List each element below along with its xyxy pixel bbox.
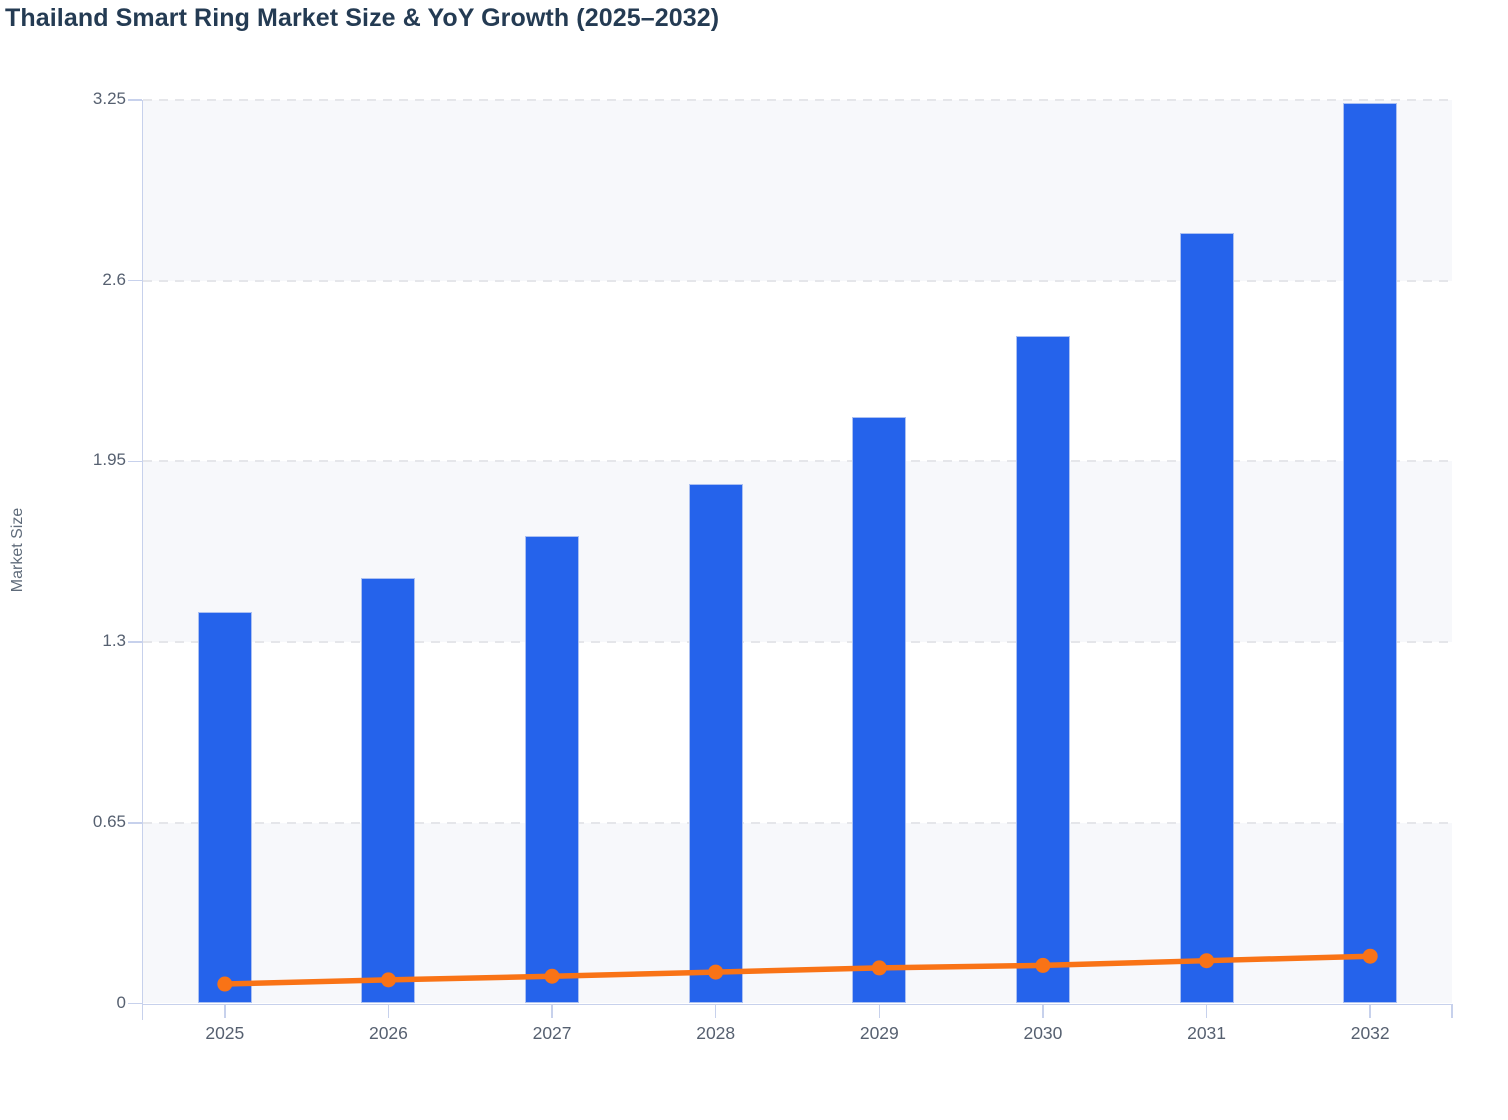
y-tick-label: 0.65 <box>92 811 126 831</box>
x-tick-label: 2028 <box>696 1022 736 1043</box>
y-axis-title: Market Size <box>9 507 26 593</box>
x-tick-mark <box>1369 1003 1371 1018</box>
x-tick-mark <box>224 1003 226 1018</box>
x-tick-mark <box>387 1003 390 1018</box>
y-tick-label: 1.3 <box>102 631 126 651</box>
x-tick-mark <box>714 1003 717 1018</box>
x-tick-mark <box>1205 1003 1208 1018</box>
y-tick-mark <box>128 460 142 463</box>
x-axis-line <box>143 1003 1452 1005</box>
bar-2028 <box>688 483 743 1004</box>
x-tick-label: 2030 <box>1023 1022 1063 1043</box>
chart-title: Thailand Smart Ring Market Size & YoY Gr… <box>5 4 720 32</box>
x-tick-label: 2026 <box>368 1022 408 1043</box>
plot-band <box>143 100 1452 281</box>
y-tick-mark <box>128 822 142 824</box>
y-tick-label: 2.6 <box>102 269 126 289</box>
y-gridline <box>143 460 1452 463</box>
y-gridline <box>143 279 1452 282</box>
y-tick-label: 0 <box>116 992 126 1012</box>
y-tick-mark <box>128 279 142 282</box>
bar-2026 <box>361 578 416 1004</box>
plot-band <box>143 461 1452 643</box>
y-tick-label: 3.25 <box>92 89 126 108</box>
y-gridline <box>143 821 1452 824</box>
x-tick-mark <box>878 1003 881 1018</box>
x-tick-label: 2031 <box>1187 1022 1227 1043</box>
bar-2032 <box>1343 102 1398 1004</box>
y-gridline <box>143 641 1452 644</box>
x-tick-label: 2029 <box>859 1022 899 1043</box>
x-tick-mark <box>551 1003 553 1018</box>
bar-2025 <box>197 611 252 1004</box>
y-axis-line <box>141 100 143 1020</box>
y-gridline <box>143 99 1452 101</box>
x-tick-label: 2032 <box>1350 1022 1390 1043</box>
y-tick-mark <box>128 1002 142 1005</box>
bar-2031 <box>1179 233 1234 1004</box>
plot-band <box>143 822 1452 1004</box>
y-tick-label: 1.95 <box>92 450 126 470</box>
x-tick-mark-end <box>1451 1003 1453 1018</box>
x-tick-label: 2027 <box>532 1022 572 1043</box>
y-tick-mark <box>128 641 142 643</box>
bar-2030 <box>1015 336 1070 1004</box>
y-tick-mark <box>128 99 142 101</box>
x-tick-label: 2025 <box>205 1022 245 1043</box>
x-tick-mark <box>1042 1003 1044 1018</box>
bar-2029 <box>852 416 907 1004</box>
bar-2027 <box>525 536 580 1004</box>
